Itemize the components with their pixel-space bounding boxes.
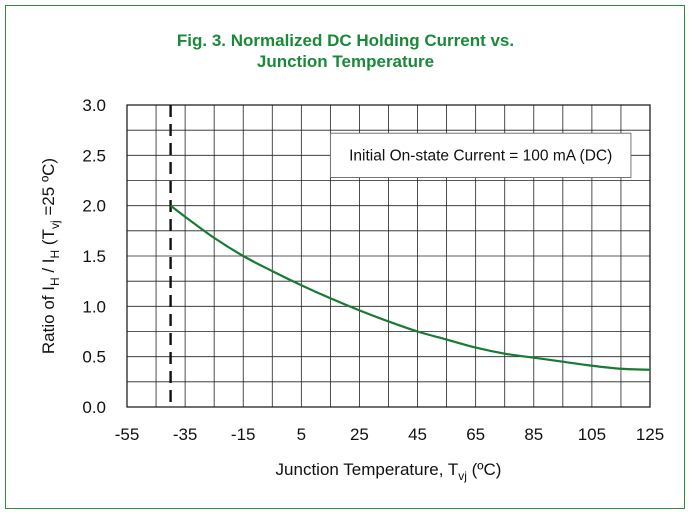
y-axis-label-s1: H: [48, 277, 62, 286]
x-tick-label: 5: [297, 425, 306, 444]
x-tick-label: 85: [524, 425, 543, 444]
x-axis-label-sub: vj: [458, 469, 467, 483]
x-axis-label-main: Junction Temperature, T: [276, 460, 459, 479]
y-axis-label-p2: / I: [39, 258, 58, 277]
y-axis-label-s3: vj: [48, 220, 62, 229]
y-tick-label: 2.0: [82, 197, 106, 216]
y-axis-label-p1: Ratio of I: [39, 286, 58, 354]
x-tick-label: 65: [466, 425, 485, 444]
x-axis-label: Junction Temperature, Tvj (ºC): [276, 460, 502, 483]
chart-frame: [5, 5, 685, 509]
y-tick-label: 0.0: [82, 398, 106, 417]
chart-title: Fig. 3. Normalized DC Holding Current vs…: [0, 30, 691, 72]
plot-border: [126, 104, 651, 408]
y-tick-label: 1.0: [82, 297, 106, 316]
x-tick-labels: -55 -35 -15 5 25 45 65 85 105 125: [115, 425, 664, 444]
x-tick-label: 25: [350, 425, 369, 444]
annotation-group: Initial On-state Current = 100 mA (DC): [329, 132, 632, 178]
series: [169, 204, 651, 371]
x-tick-label: -35: [173, 425, 198, 444]
y-tick-labels: 0.0 0.5 1.0 1.5 2.0 2.5 3.0: [82, 96, 106, 417]
y-tick-label: 1.5: [82, 247, 106, 266]
y-axis-label-p4: =25 ºC): [39, 158, 58, 220]
chart-title-line-2: Junction Temperature: [256, 52, 435, 71]
y-axis-label-s2: H: [48, 250, 62, 259]
y-tick-label: 0.5: [82, 348, 106, 367]
x-tick-label: -15: [231, 425, 256, 444]
annotation-text: Initial On-state Current = 100 mA (DC): [349, 147, 612, 164]
annotation-box: [329, 132, 632, 178]
y-axis-label: Ratio of IH / IH (Tvj =25 ºC): [39, 158, 62, 354]
y-tick-label: 3.0: [82, 96, 106, 115]
x-tick-label: 105: [578, 425, 606, 444]
x-tick-label: 45: [408, 425, 427, 444]
x-tick-label: 125: [636, 425, 664, 444]
chart-title-line-1: Fig. 3. Normalized DC Holding Current vs…: [176, 31, 515, 50]
series-line-0: [169, 204, 651, 371]
x-tick-label: -55: [115, 425, 140, 444]
x-axis-label-tail: (ºC): [467, 460, 502, 479]
y-axis-label-p3: (T: [39, 229, 58, 250]
y-tick-label: 2.5: [82, 146, 106, 165]
